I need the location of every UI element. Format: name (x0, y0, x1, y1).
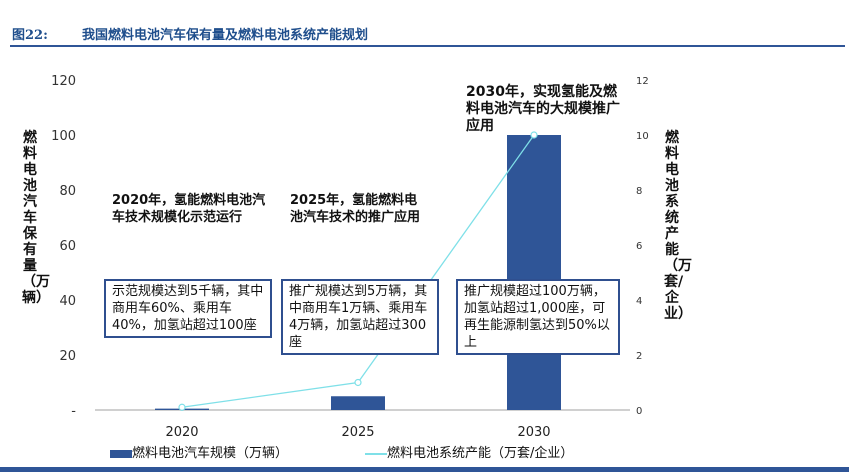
line-point-2020 (178, 403, 186, 411)
y2-tick-label: 10 (636, 131, 649, 142)
y-axis-label: 燃料电池汽车保有量（万辆） (22, 130, 50, 306)
y2-tick-label: 4 (636, 296, 642, 307)
y2-tick-label: 0 (636, 406, 642, 417)
legend-bar: 燃料电池汽车规模（万辆） (110, 442, 288, 461)
legend-bar-swatch (110, 449, 132, 458)
figure-header: 图22: 我国燃料电池汽车保有量及燃料电池系统产能规划 (12, 24, 368, 43)
target-box-2020: 示范规模达到5千辆，其中商用车60%、乘用车40%，加氢站超过100座 (104, 279, 272, 338)
y2-tick-label: 2 (636, 351, 642, 362)
capacity-line (181, 134, 535, 408)
footer-rule (0, 467, 849, 472)
annotation-2030: 2030年，实现氢能及燃料电池汽车的大规模推广应用 (466, 84, 620, 134)
legend-line-label: 燃料电池系统产能（万套/企业） (387, 446, 574, 461)
y-tick-label: 40 (59, 294, 76, 309)
y-tick-label: 80 (59, 184, 76, 199)
bar-2030 (507, 135, 561, 410)
y-tick-label: 120 (51, 74, 76, 89)
header-rule (10, 45, 845, 47)
y-tick-label: 100 (51, 129, 76, 144)
y2-axis-label: 燃料电池系统产能（万套/企业） (664, 130, 692, 322)
y-tick-label: 20 (59, 349, 76, 364)
figure-title: 我国燃料电池汽车保有量及燃料电池系统产能规划 (82, 28, 369, 43)
annotation-2025: 2025年，氢能燃料电池汽车技术的推广应用 (290, 193, 421, 225)
y2-tick-label: 8 (636, 186, 642, 197)
y-tick-label: 60 (59, 239, 76, 254)
legend-line: 燃料电池系统产能（万套/企业） (365, 442, 573, 461)
bar-2025 (331, 396, 385, 410)
legend-line-swatch (365, 452, 387, 455)
legend-bar-label: 燃料电池汽车规模（万辆） (132, 446, 289, 461)
y2-tick-label: 12 (636, 76, 649, 87)
line-point-2030 (530, 131, 538, 139)
y2-tick-label: 6 (636, 241, 642, 252)
x-tick-label: 2025 (341, 425, 374, 440)
figure-number: 图22: (12, 28, 48, 43)
target-box-2030: 推广规模超过100万辆，加氢站超过1,000座，可再生能源制氢达到50%以上 (456, 279, 620, 355)
annotation-2020: 2020年，氢能燃料电池汽车技术规模化示范运行 (112, 193, 266, 225)
y-tick-label: - (71, 404, 76, 419)
line-point-2025 (354, 378, 362, 387)
x-tick-label: 2020 (165, 425, 198, 440)
x-tick-label: 2030 (517, 425, 550, 440)
target-box-2025: 推广规模达到5万辆，其中商用车1万辆、乘用车4万辆，加氢站超过300座 (281, 279, 439, 355)
